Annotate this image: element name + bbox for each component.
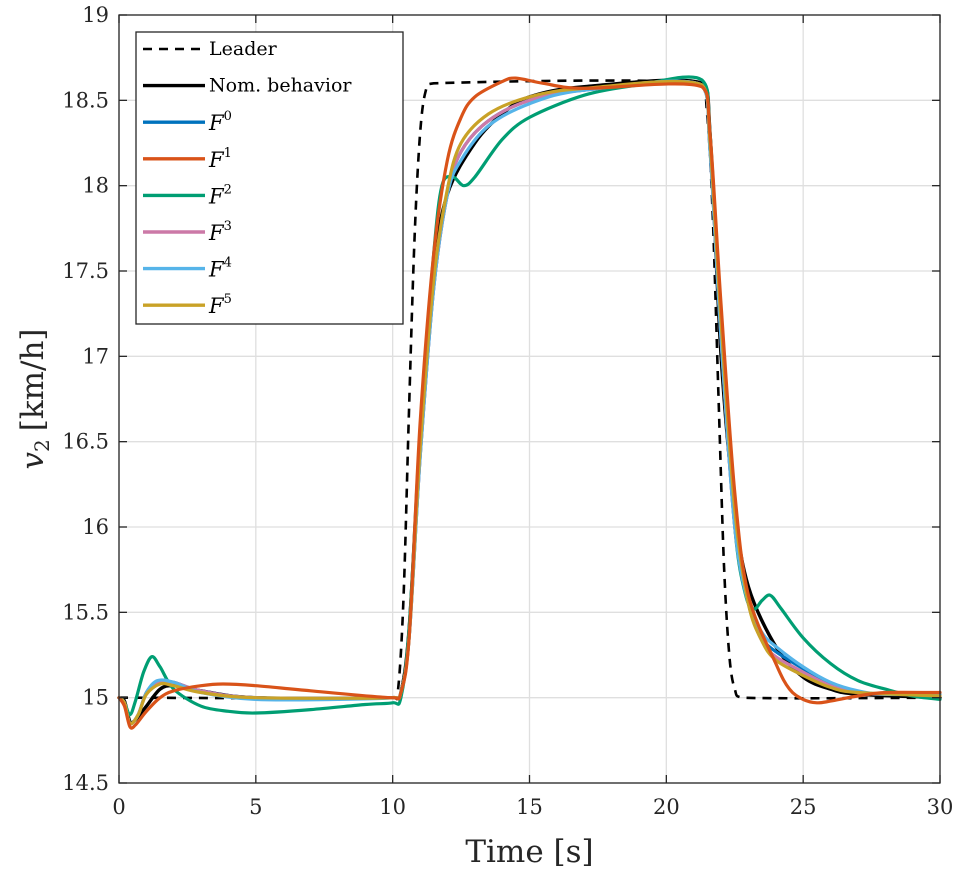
y-axis-label: v2 [km/h] (15, 328, 54, 469)
x-axis-label: Time [s] (465, 834, 593, 870)
legend-label-f3: F3 (208, 219, 232, 245)
series-line-f1 (117, 76, 942, 730)
y-tick-label: 17 (82, 344, 109, 368)
series-line-f5 (117, 79, 942, 726)
y-tick-label: 16 (82, 515, 109, 539)
x-tick-label: 15 (516, 795, 543, 819)
y-tick-label: 14.5 (62, 771, 109, 795)
y-tick-label: 15.5 (62, 600, 109, 624)
legend-label-f5: F5 (208, 292, 232, 318)
y-tick-label: 19 (82, 3, 109, 27)
y-axis-label-variable: v (15, 452, 51, 470)
legend-label-f0: F0 (208, 109, 232, 135)
y-tick-label: 18 (82, 174, 109, 198)
x-tick-label: 20 (653, 795, 680, 819)
y-tick-label: 17.5 (62, 259, 109, 283)
y-tick-label: 16.5 (62, 430, 109, 454)
legend-box (135, 31, 404, 325)
y-tick-label: 18.5 (62, 88, 109, 112)
legend: Leader Nom. behavior F0 F1 F2 F3 F4 F5 (135, 31, 404, 325)
legend-label-f1: F1 (208, 146, 232, 172)
x-tick-label: 25 (790, 795, 817, 819)
series-layer (117, 75, 942, 730)
y-tick-label: 15 (82, 686, 109, 710)
x-tick-label: 0 (112, 795, 125, 819)
series-line-leader (118, 79, 941, 701)
y-axis-label-subscript: 2 (30, 439, 54, 452)
legend-label-f2: F2 (208, 182, 232, 208)
legend-label-leader: Leader (209, 38, 278, 60)
x-tick-label: 10 (379, 795, 406, 819)
x-tick-labels: 0 5 10 15 20 25 30 (112, 795, 953, 819)
legend-label-f4: F4 (208, 256, 232, 282)
y-axis-label-unit: [km/h] (15, 328, 51, 431)
tick-marks (118, 14, 941, 784)
x-tick-label: 30 (927, 795, 954, 819)
legend-label-nom-behavior: Nom. behavior (209, 75, 352, 97)
x-tick-label: 5 (249, 795, 262, 819)
y-tick-labels: 14.5 15 15.5 16 16.5 17 17.5 18 18.5 19 (62, 3, 109, 795)
